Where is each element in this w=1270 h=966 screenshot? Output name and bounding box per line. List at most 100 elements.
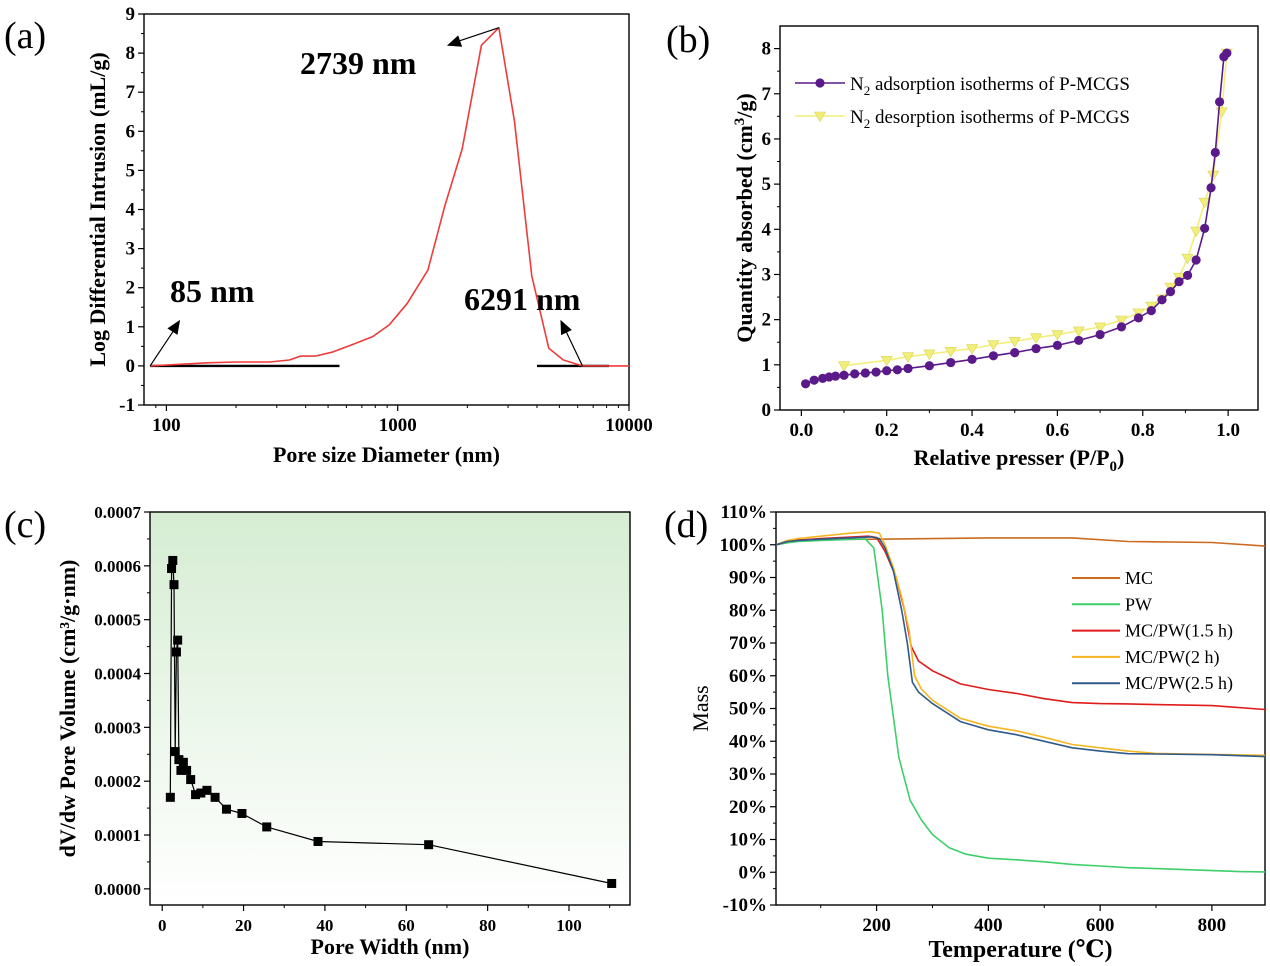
pore-volume-point: [173, 635, 183, 645]
c-y-tick-label: 0.0000: [94, 880, 141, 899]
adsorption-point: [850, 369, 860, 379]
adsorption-point: [1191, 255, 1201, 265]
annotation-arrows: [149, 27, 583, 367]
pore-volume-point: [191, 790, 201, 800]
d-y-tick-label: 90%: [729, 568, 767, 589]
b-y-tick-label: 2: [762, 310, 772, 331]
c-x-tick-label: 20: [235, 916, 252, 935]
panel-c-y-axis-label: dV/dw Pore Volume (cm³/g·nm): [55, 560, 80, 858]
pore-volume-point: [221, 804, 231, 814]
panel-b-x-axis-label-end: ): [1117, 445, 1124, 470]
d-x-tick-label: 800: [1198, 915, 1227, 936]
d-x-tick-label: 400: [974, 915, 1003, 936]
arrow-6291nm-head: [560, 319, 572, 336]
desorption-point: [1094, 322, 1107, 333]
b-y-tick-label: 6: [762, 129, 772, 150]
adsorption-point: [1206, 183, 1216, 193]
panel-b-legend: N2 adsorption isotherms of P-MCGS N2 des…: [795, 74, 1130, 131]
legend-label-mcpw-2-5h: MC/PW(2.5 h): [1125, 673, 1233, 694]
b-y-tick-label: 3: [762, 264, 772, 285]
mcpw-2-5h-curve: [775, 536, 1266, 758]
adsorption-point: [871, 367, 881, 377]
legend-desorption-rest: desorption isotherms of P-MCGS: [870, 107, 1130, 128]
c-y-tick-label: 0.0006: [94, 557, 141, 576]
pore-volume-point: [607, 878, 617, 888]
adsorption-point: [1165, 287, 1176, 297]
a-x-tick-label: 10000: [605, 415, 653, 436]
adsorption-point: [1052, 340, 1063, 350]
arrow-2739nm-head: [446, 35, 463, 47]
desorption-point: [880, 356, 893, 367]
b-y-tick-label: 4: [762, 219, 772, 240]
d-y-tick-label: 40%: [729, 731, 767, 752]
desorption-point: [923, 349, 936, 361]
panel-b-y-axis-label: Quantity absorbed (cm3/g): [732, 93, 757, 343]
a-y-tick-label: 9: [126, 4, 136, 25]
arrow-85nm-head: [167, 319, 181, 335]
legend-label-desorption: N2 desorption isotherms of P-MCGS: [850, 107, 1130, 131]
desorption-point: [966, 344, 979, 355]
pore-volume-point: [170, 747, 180, 757]
panel-c: (c) 0 20 40 60 80 100 0.0000 0.0001 0.0002 0.0003…: [4, 503, 631, 959]
b-x-tick-label: 0.2: [875, 420, 899, 441]
desorption-line: [843, 53, 1228, 367]
mcpw-2h-curve: [775, 530, 1266, 757]
panel-b: (b) 0.0 0.2 0.4 0.6 0.8 1.0 0 1 2 3 4 5 6 7 8 Relative…: [666, 19, 1259, 475]
pore-volume-point: [313, 836, 323, 846]
pore-volume-point: [165, 792, 175, 802]
legend-label-pw: PW: [1125, 594, 1152, 614]
adsorption-point: [946, 357, 956, 368]
a-x-tick-label: 100: [152, 415, 181, 436]
intrusion-curve: [150, 26, 629, 367]
desorption-point: [1190, 226, 1203, 238]
legend-marker-desorption: [813, 111, 827, 123]
b-frame: [779, 25, 1259, 411]
d-x-tick-label: 600: [1086, 915, 1115, 936]
panel-d: (d) 200 400 600 800 -10% 0% 10% 20% 30% 40% 50% 60%…: [664, 502, 1266, 963]
legend-label-mc: MC: [1125, 568, 1153, 588]
a-y-tick-label: 1: [126, 317, 136, 338]
c-x-tick-label: 100: [556, 916, 582, 935]
adsorption-point: [1210, 147, 1220, 158]
c-y-tick-label: 0.0001: [94, 826, 141, 845]
pore-volume-line: [169, 559, 612, 885]
adsorption-point: [1116, 322, 1127, 332]
panel-b-axes: 0.0 0.2 0.4 0.6 0.8 1.0 0 1 2 3 4 5 6 7 8: [762, 25, 1259, 441]
panel-b-marks: [801, 48, 1233, 389]
desorption-point: [1030, 333, 1043, 344]
legend-label-adsorption: N2 adsorption isotherms of P-MCGS: [850, 74, 1130, 98]
panel-b-x-axis-label: Relative presser (P/P0): [914, 445, 1125, 475]
desorption-point: [1115, 315, 1128, 327]
legend-adsorption-rest: adsorption isotherms of P-MCGS: [870, 74, 1130, 95]
adsorption-point: [892, 365, 902, 375]
adsorption-point: [1157, 295, 1167, 305]
pore-volume-point: [169, 580, 179, 590]
pore-volume-point: [186, 775, 196, 785]
pore-volume-point: [176, 765, 186, 775]
legend-marker-adsorption: [815, 78, 825, 88]
desorption-point: [1051, 330, 1064, 341]
d-frame: [775, 511, 1266, 906]
d-y-tick-label: 0%: [739, 862, 768, 883]
desorption-point: [944, 346, 957, 358]
d-y-tick-label: 80%: [729, 600, 767, 621]
adsorption-point: [1010, 348, 1020, 358]
b-x-tick-label: 0.4: [960, 420, 984, 441]
a-y-tick-label: 2: [126, 278, 136, 299]
d-y-tick-label: 100%: [720, 535, 768, 556]
a-y-tick-label: 3: [126, 239, 136, 260]
legend-adsorption-n: N: [850, 74, 864, 95]
panel-b-label: (b): [666, 19, 710, 61]
adsorption-point: [967, 354, 977, 365]
b-y-tick-label: 7: [762, 84, 772, 105]
panel-a-x-axis-label: Pore size Diameter (nm): [273, 442, 500, 467]
d-y-tick-label: -10%: [723, 895, 767, 916]
adsorption-point: [1200, 223, 1210, 233]
panel-a-label: (a): [4, 15, 46, 57]
d-y-tick-label: 30%: [729, 764, 767, 785]
panel-b-y-axis-label-end: /g): [732, 93, 757, 118]
pore-volume-point: [182, 765, 192, 775]
d-x-tick-label: 200: [862, 915, 891, 936]
pore-volume-point: [196, 788, 206, 798]
